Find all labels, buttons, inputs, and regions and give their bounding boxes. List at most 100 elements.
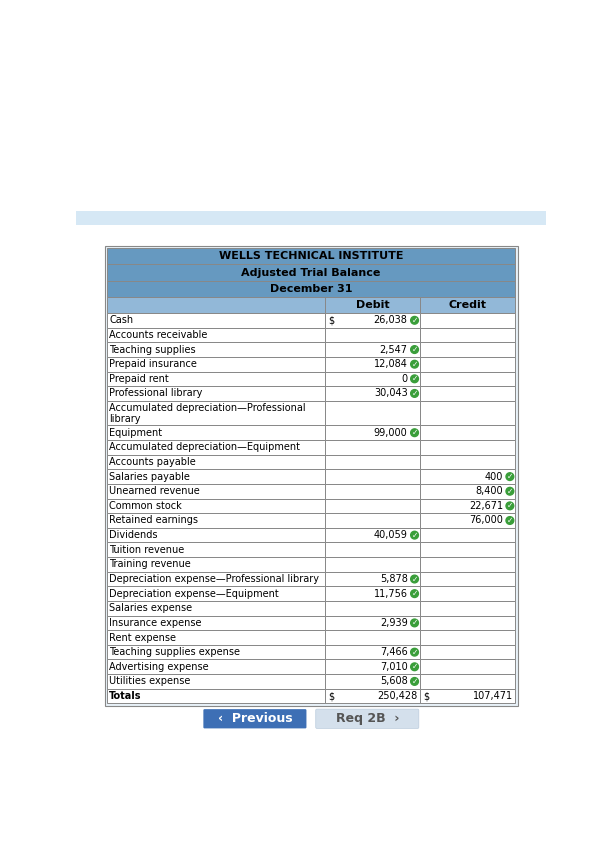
Circle shape <box>506 487 514 495</box>
Bar <box>325 542 420 557</box>
Text: ✓: ✓ <box>412 360 418 369</box>
Text: ✓: ✓ <box>412 345 418 354</box>
Text: ✓: ✓ <box>412 677 418 686</box>
Circle shape <box>411 677 418 685</box>
Text: Insurance expense: Insurance expense <box>109 618 202 628</box>
Bar <box>107 557 325 572</box>
Text: 2,939: 2,939 <box>380 618 407 628</box>
Text: Dividends: Dividends <box>109 530 158 540</box>
Bar <box>420 688 515 703</box>
Bar <box>107 248 515 264</box>
Bar <box>420 484 515 499</box>
Circle shape <box>411 389 418 397</box>
Circle shape <box>411 429 418 437</box>
Bar <box>107 400 325 425</box>
Bar <box>420 557 515 572</box>
Text: Salaries expense: Salaries expense <box>109 604 192 614</box>
Text: Req 2B  ›: Req 2B › <box>336 712 399 725</box>
Bar <box>420 586 515 601</box>
Bar <box>107 615 325 630</box>
Bar <box>107 660 325 674</box>
Bar <box>420 440 515 455</box>
Text: $: $ <box>423 691 429 701</box>
Bar <box>325 425 420 440</box>
Text: Credit: Credit <box>449 300 487 310</box>
Text: ✓: ✓ <box>412 530 418 540</box>
Bar <box>420 386 515 400</box>
Text: 107,471: 107,471 <box>473 691 513 701</box>
Bar <box>107 357 325 371</box>
Bar <box>420 327 515 343</box>
Circle shape <box>411 346 418 354</box>
Circle shape <box>411 375 418 383</box>
Circle shape <box>411 316 418 324</box>
Text: ✓: ✓ <box>412 428 418 437</box>
Text: 30,043: 30,043 <box>374 388 407 399</box>
Text: $: $ <box>328 315 334 326</box>
Bar <box>107 264 515 281</box>
Bar <box>325 455 420 469</box>
Text: 7,466: 7,466 <box>380 647 407 657</box>
Circle shape <box>506 473 514 480</box>
Bar <box>420 400 515 425</box>
Text: December 31: December 31 <box>270 284 352 294</box>
Bar <box>107 313 325 327</box>
Bar <box>325 400 420 425</box>
Text: Utilities expense: Utilities expense <box>109 677 191 687</box>
Text: Unearned revenue: Unearned revenue <box>109 486 200 496</box>
Bar <box>107 440 325 455</box>
Text: Teaching supplies expense: Teaching supplies expense <box>109 647 240 657</box>
Text: library: library <box>109 413 141 423</box>
Bar <box>107 455 325 469</box>
Text: ✓: ✓ <box>412 589 418 598</box>
Text: 2,547: 2,547 <box>379 344 407 354</box>
Bar <box>325 371 420 386</box>
Bar <box>107 425 325 440</box>
Text: Depreciation expense—Equipment: Depreciation expense—Equipment <box>109 589 279 598</box>
Bar <box>325 572 420 586</box>
Bar <box>325 674 420 689</box>
Text: 12,084: 12,084 <box>374 360 407 369</box>
Bar <box>107 327 325 343</box>
Text: 11,756: 11,756 <box>373 589 407 598</box>
Bar <box>107 542 325 557</box>
Bar <box>325 630 420 645</box>
Text: 22,671: 22,671 <box>469 501 503 511</box>
FancyBboxPatch shape <box>316 709 419 728</box>
Text: Retained earnings: Retained earnings <box>109 515 198 525</box>
Text: ✓: ✓ <box>507 516 513 525</box>
Text: Prepaid insurance: Prepaid insurance <box>109 360 197 369</box>
Bar <box>107 645 325 660</box>
Bar <box>325 327 420 343</box>
Bar <box>107 528 325 542</box>
Bar <box>107 513 325 528</box>
Bar <box>325 586 420 601</box>
Circle shape <box>411 663 418 671</box>
Text: ✓: ✓ <box>412 575 418 583</box>
Bar <box>420 572 515 586</box>
Text: ✓: ✓ <box>507 502 513 510</box>
Bar <box>325 528 420 542</box>
Text: Rent expense: Rent expense <box>109 632 176 643</box>
Bar <box>107 630 325 645</box>
Bar <box>107 343 325 357</box>
Circle shape <box>506 517 514 524</box>
Bar <box>420 357 515 371</box>
Circle shape <box>411 575 418 583</box>
Text: ✓: ✓ <box>412 316 418 325</box>
Bar <box>325 469 420 484</box>
Bar <box>325 386 420 400</box>
Bar <box>325 557 420 572</box>
Bar <box>420 630 515 645</box>
Bar <box>420 645 515 660</box>
Bar <box>104 246 518 705</box>
Bar <box>107 586 325 601</box>
Text: 8,400: 8,400 <box>475 486 503 496</box>
Text: Prepaid rent: Prepaid rent <box>109 374 169 384</box>
Text: ✓: ✓ <box>412 374 418 383</box>
Text: Professional library: Professional library <box>109 388 203 399</box>
Text: Accounts receivable: Accounts receivable <box>109 330 208 340</box>
Bar <box>420 297 515 313</box>
Text: $: $ <box>328 691 334 701</box>
Bar <box>420 469 515 484</box>
